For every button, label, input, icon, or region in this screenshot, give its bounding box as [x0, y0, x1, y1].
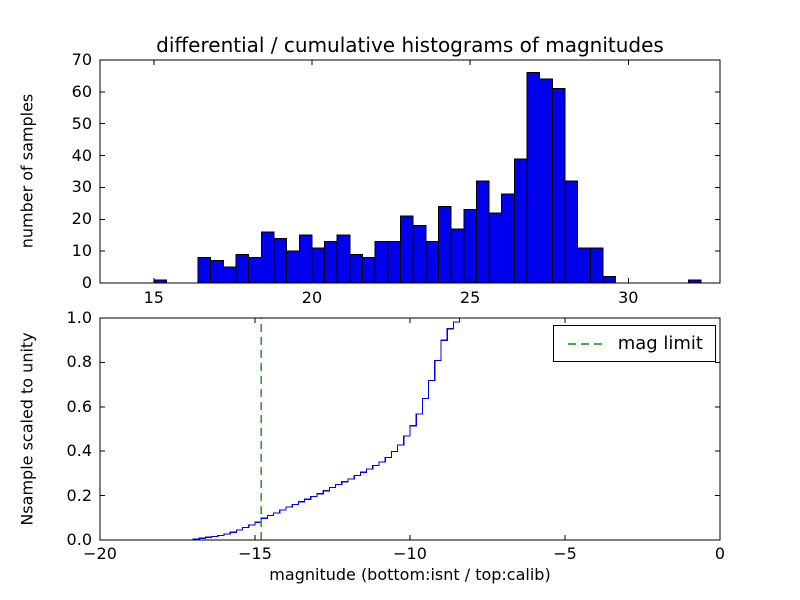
bottom-y-axis-label: Nsample scaled to unity	[17, 332, 37, 526]
tick-label: −10	[393, 544, 427, 563]
tick-label: 0.4	[66, 441, 92, 461]
histogram-bar	[463, 209, 477, 284]
histogram-bar	[235, 253, 250, 284]
tick-label: 0.0	[66, 530, 92, 549]
histogram-bar	[501, 193, 515, 284]
histogram-bar	[387, 241, 402, 284]
histogram-bar	[450, 228, 465, 284]
histogram-bar	[210, 260, 224, 284]
histogram-bar	[286, 250, 300, 284]
histogram-bar	[400, 215, 414, 284]
histogram-bar	[602, 276, 617, 284]
tick-label: 0.8	[66, 352, 92, 372]
tick-label: 20	[301, 288, 323, 307]
histogram-bar	[197, 257, 212, 284]
histogram-bar	[273, 237, 288, 284]
histogram-bar	[298, 234, 313, 284]
tick-label: 10	[71, 241, 92, 261]
tick-label: 50	[71, 113, 92, 133]
histogram-bar	[324, 241, 338, 284]
histogram-bar	[539, 78, 553, 284]
legend-label: mag limit	[617, 333, 703, 354]
axes-frame	[99, 59, 721, 284]
histogram-bar	[222, 266, 237, 284]
histogram-bar	[564, 180, 579, 284]
tick-label: −15	[238, 544, 272, 563]
tick-label: 70	[71, 50, 92, 69]
tick-label: 30	[71, 177, 92, 197]
tick-label: −20	[83, 544, 117, 563]
tick-label: 0.2	[66, 485, 92, 505]
tick-label: 30	[618, 288, 639, 307]
bottom-x-axis-label: magnitude (bottom:isnt / top:calib)	[269, 565, 551, 584]
histogram-bar	[475, 180, 490, 284]
dashed-line-icon	[567, 342, 604, 345]
histogram-bar	[374, 241, 389, 284]
histogram-bar	[311, 247, 326, 284]
tick-label: 60	[71, 81, 92, 101]
histogram-bar	[425, 241, 439, 284]
cumulative-line	[100, 317, 720, 541]
histogram-bar	[437, 206, 452, 284]
tick-label: 20	[71, 209, 92, 229]
histogram-bar	[551, 88, 566, 284]
tick-label: 40	[71, 145, 92, 165]
tick-label: 0	[714, 544, 726, 563]
histogram-bar	[513, 158, 528, 284]
top-y-axis-label: number of samples	[17, 93, 37, 249]
histogram-bar	[412, 225, 427, 284]
histogram-bar	[526, 72, 541, 284]
tick-label: 15	[143, 288, 164, 307]
tick-label: 1.0	[66, 308, 92, 327]
histogram-bar	[349, 253, 364, 284]
tick-label: 25	[459, 288, 481, 307]
legend: mag limit	[552, 325, 716, 362]
histogram-bar	[260, 231, 275, 284]
tick-label: −5	[553, 544, 577, 563]
histogram-bar	[577, 247, 591, 284]
tick-label: 0.6	[66, 396, 92, 416]
histogram-bar	[589, 247, 604, 284]
histogram-bar	[488, 212, 503, 284]
figure-title: differential / cumulative histograms of …	[156, 33, 664, 57]
histogram-bar	[248, 257, 262, 284]
histogram-bar	[336, 234, 351, 284]
tick-label: 0	[81, 273, 92, 292]
histogram-bar	[362, 257, 376, 284]
